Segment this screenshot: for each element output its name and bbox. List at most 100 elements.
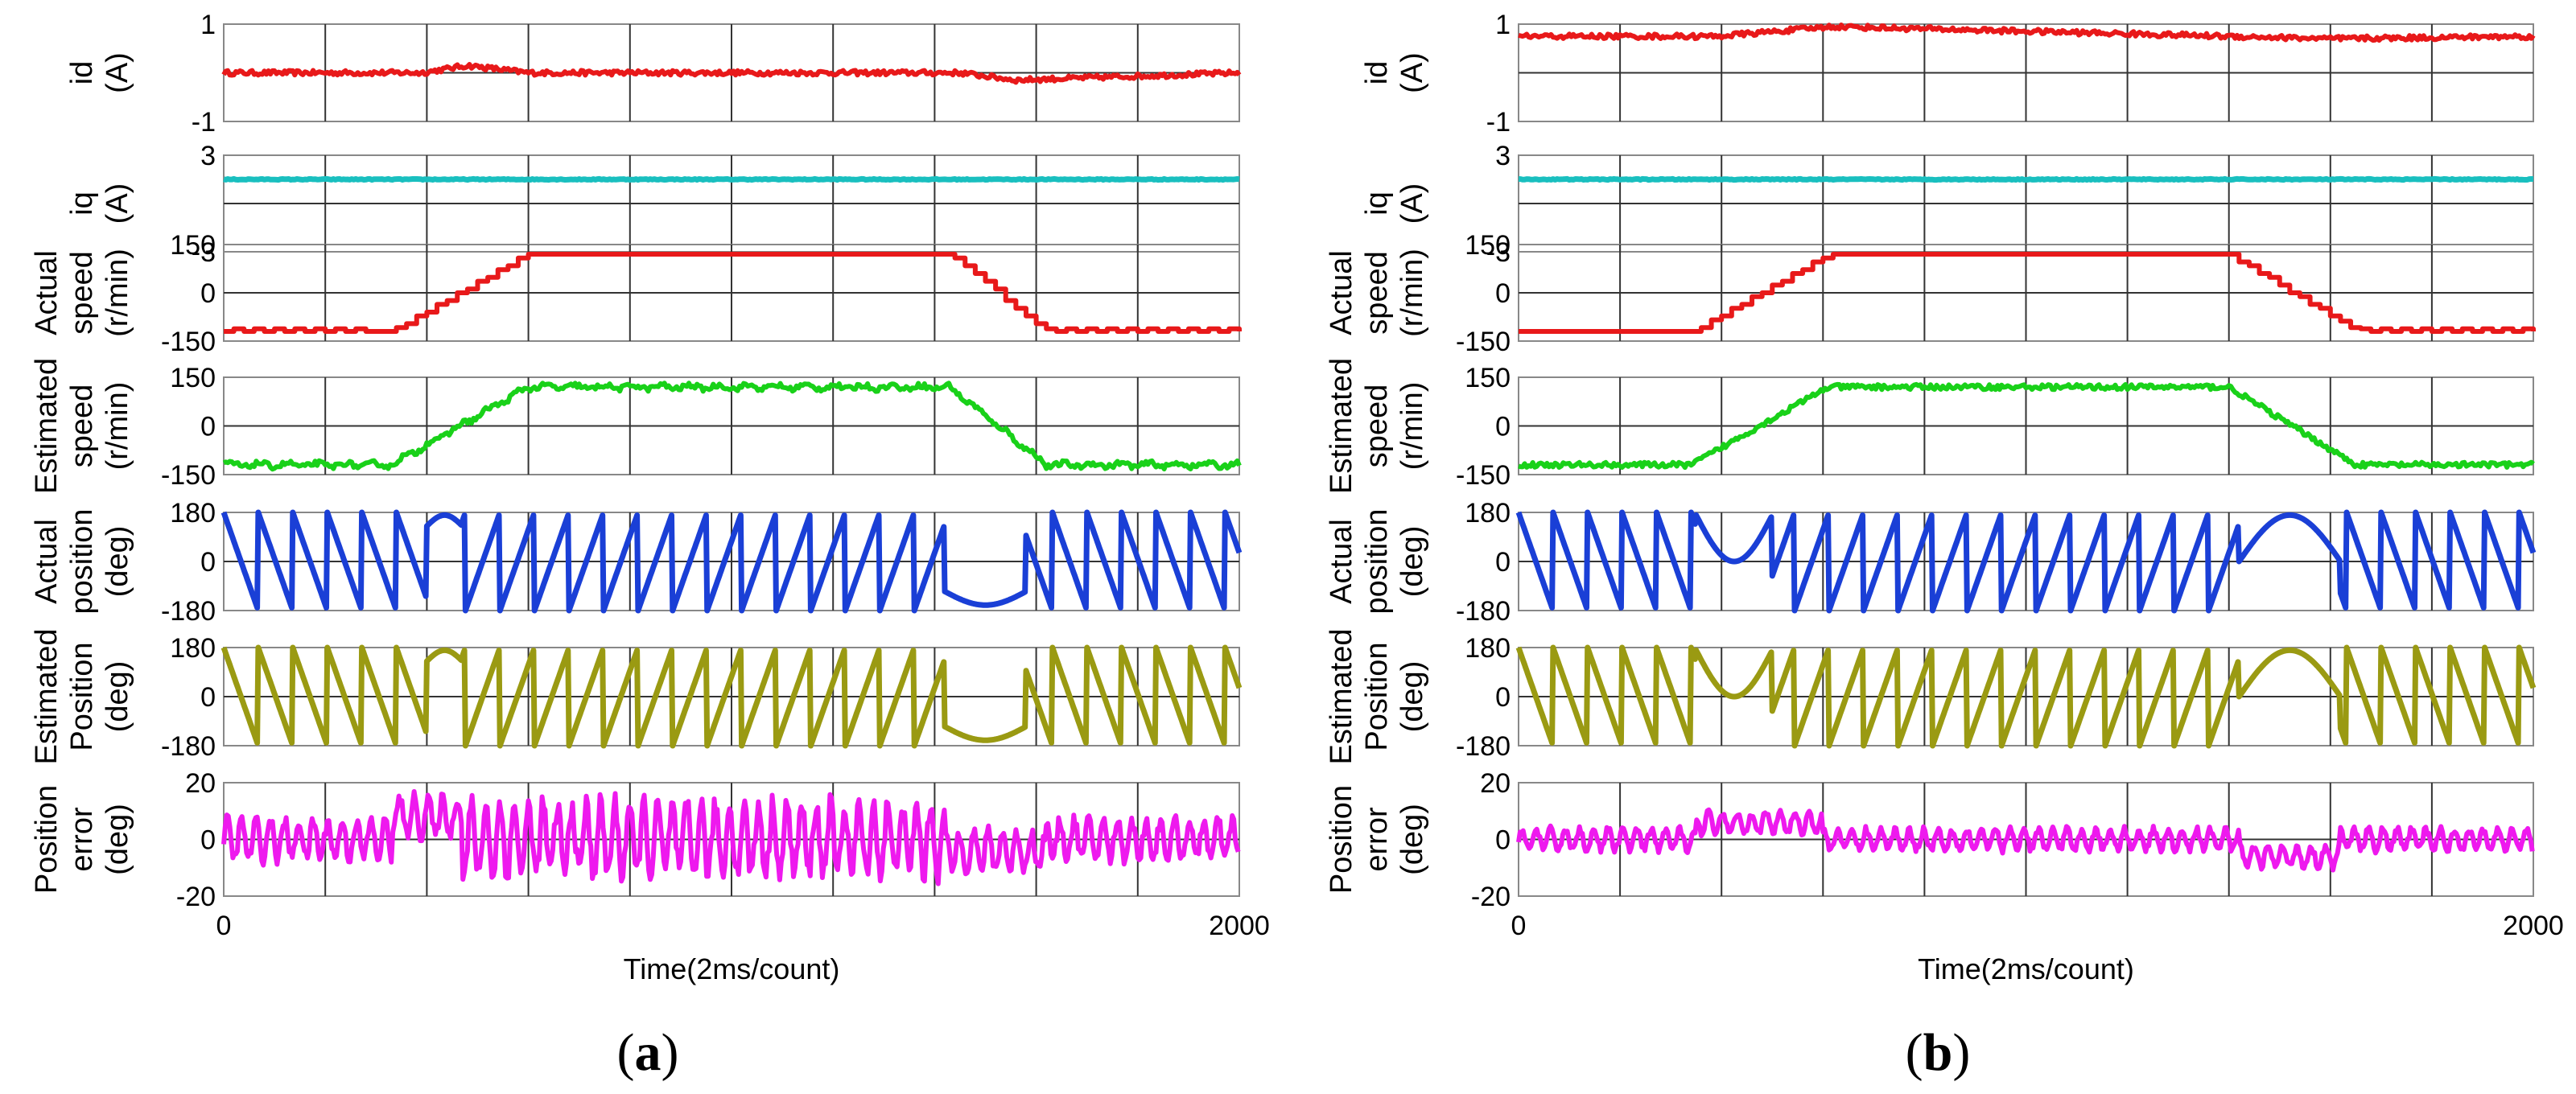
y-axis-label-line: (r/min): [101, 249, 134, 337]
y-tick-bottom: -180: [161, 596, 216, 627]
y-axis-label-line: Estimated: [1325, 358, 1358, 494]
y-tick-top: 1: [200, 10, 216, 40]
y-tick-top: 150: [1465, 363, 1511, 393]
x-tick-start: 0: [1511, 911, 1527, 941]
y-tick-bottom: -3: [1486, 237, 1511, 268]
y-axis-label-line: (deg): [1395, 804, 1429, 875]
series-line-position_error: [1516, 807, 2535, 873]
y-tick-top: 20: [185, 768, 216, 799]
y-axis-label-line: Actual: [30, 250, 64, 335]
y-axis-label-line: (deg): [1395, 661, 1429, 733]
y-axis-label-line: (A): [1395, 52, 1429, 93]
y-axis-label-line: Position: [65, 642, 99, 751]
y-tick-top: 150: [1465, 230, 1511, 261]
y-tick-top: 3: [1495, 141, 1511, 171]
y-axis-label-line: Actual: [1325, 519, 1358, 604]
subplot-frame-1-1: [1518, 154, 2534, 253]
y-tick-bottom: -150: [1456, 327, 1511, 357]
y-axis-label-line: (r/min): [101, 382, 134, 471]
y-tick-bottom: -150: [161, 327, 216, 357]
series-line-id: [1518, 23, 2536, 43]
series-line-actual_speed: [1519, 252, 2536, 334]
y-tick-top: 3: [200, 141, 216, 171]
y-axis-label-line: iq: [1360, 191, 1394, 216]
y-tick-mid: 0: [200, 547, 216, 578]
y-axis-label-line: speed: [65, 251, 99, 335]
y-axis-label-line: (A): [101, 52, 134, 93]
y-axis-label-line: (A): [1395, 183, 1429, 224]
y-tick-mid: 0: [1495, 547, 1511, 578]
y-axis-label-line: Position: [30, 785, 64, 894]
y-axis-label-line: Estimated: [1325, 629, 1358, 765]
y-tick-mid: 0: [1495, 682, 1511, 713]
y-axis-label-line: error: [65, 807, 99, 872]
y-axis-label-line: iq: [65, 191, 99, 216]
y-tick-bottom: -1: [1486, 107, 1511, 138]
y-tick-bottom: -180: [1456, 731, 1511, 762]
y-tick-mid: 0: [1495, 412, 1511, 442]
y-axis-label-line: Actual: [1325, 250, 1358, 335]
y-axis-label-line: error: [1360, 807, 1394, 872]
y-tick-mid: 0: [200, 825, 216, 856]
x-tick-start: 0: [216, 911, 232, 941]
panel-label: (b): [1906, 1023, 1971, 1082]
y-axis-label-line: position: [65, 509, 99, 615]
y-tick-bottom: -180: [1456, 596, 1511, 627]
y-tick-bottom: -180: [161, 731, 216, 762]
y-tick-bottom: -1: [192, 107, 216, 138]
y-axis-label-line: Estimated: [30, 358, 64, 494]
y-tick-mid: 0: [200, 278, 216, 309]
y-axis-label-line: id: [1360, 61, 1394, 85]
y-tick-top: 150: [170, 363, 216, 393]
series-line-actual_speed: [224, 252, 1242, 334]
subplot-frame-1-0: [1518, 23, 2534, 122]
x-axis-label: Time(2ms/count): [624, 952, 840, 985]
series-line-actual_position: [1515, 509, 2537, 614]
y-tick-top: 1: [1495, 10, 1511, 40]
y-tick-bottom: -150: [161, 460, 216, 491]
y-axis-label-line: Estimated: [30, 629, 64, 765]
y-tick-bottom: -150: [1456, 460, 1511, 491]
y-axis-label-line: (deg): [101, 661, 134, 733]
y-tick-top: 150: [170, 230, 216, 261]
y-axis-label-line: (r/min): [1395, 249, 1429, 337]
x-tick-end: 2000: [1209, 911, 1270, 941]
y-tick-mid: 0: [1495, 278, 1511, 309]
x-tick-end: 2000: [2503, 911, 2564, 941]
subplot-frame-0-3: [223, 376, 1240, 475]
subplot-frame-0-1: [223, 154, 1240, 253]
subplot-frame-1-3: [1518, 376, 2534, 475]
y-tick-bottom: -3: [192, 237, 216, 268]
series-line-actual_position: [221, 509, 1243, 614]
y-axis-label-line: (deg): [1395, 526, 1429, 598]
y-tick-mid: 0: [1495, 825, 1511, 856]
y-tick-bottom: -20: [1471, 882, 1511, 912]
y-tick-top: 180: [170, 498, 216, 528]
subplot-frame-1-2: [1518, 244, 2534, 342]
y-axis-label-line: (deg): [101, 526, 134, 598]
y-axis-label-line: (A): [101, 183, 134, 224]
subplot-frame-0-2: [223, 244, 1240, 342]
y-tick-mid: 0: [200, 412, 216, 442]
series-line-estimated_speed: [222, 380, 1242, 472]
y-axis-label-line: Actual: [30, 519, 64, 604]
series-line-estimated_position: [221, 644, 1243, 749]
y-axis-label-line: (deg): [101, 804, 134, 875]
y-tick-top: 20: [1480, 768, 1511, 799]
series-line-position_error: [221, 789, 1241, 886]
y-axis-label-line: Position: [1325, 785, 1358, 894]
y-axis-label-line: Position: [1360, 642, 1394, 751]
y-tick-top: 180: [1465, 498, 1511, 528]
y-axis-label-line: id: [65, 61, 99, 85]
y-axis-label-line: speed: [65, 385, 99, 468]
panel-label: (a): [617, 1023, 679, 1082]
x-axis-label: Time(2ms/count): [1918, 952, 2134, 985]
y-tick-top: 180: [170, 633, 216, 664]
y-axis-label-line: position: [1360, 509, 1394, 615]
y-axis-label-line: speed: [1360, 251, 1394, 335]
y-tick-bottom: -20: [176, 882, 216, 912]
y-tick-top: 180: [1465, 633, 1511, 664]
y-axis-label-line: (r/min): [1395, 382, 1429, 471]
series-line-id: [221, 62, 1242, 85]
